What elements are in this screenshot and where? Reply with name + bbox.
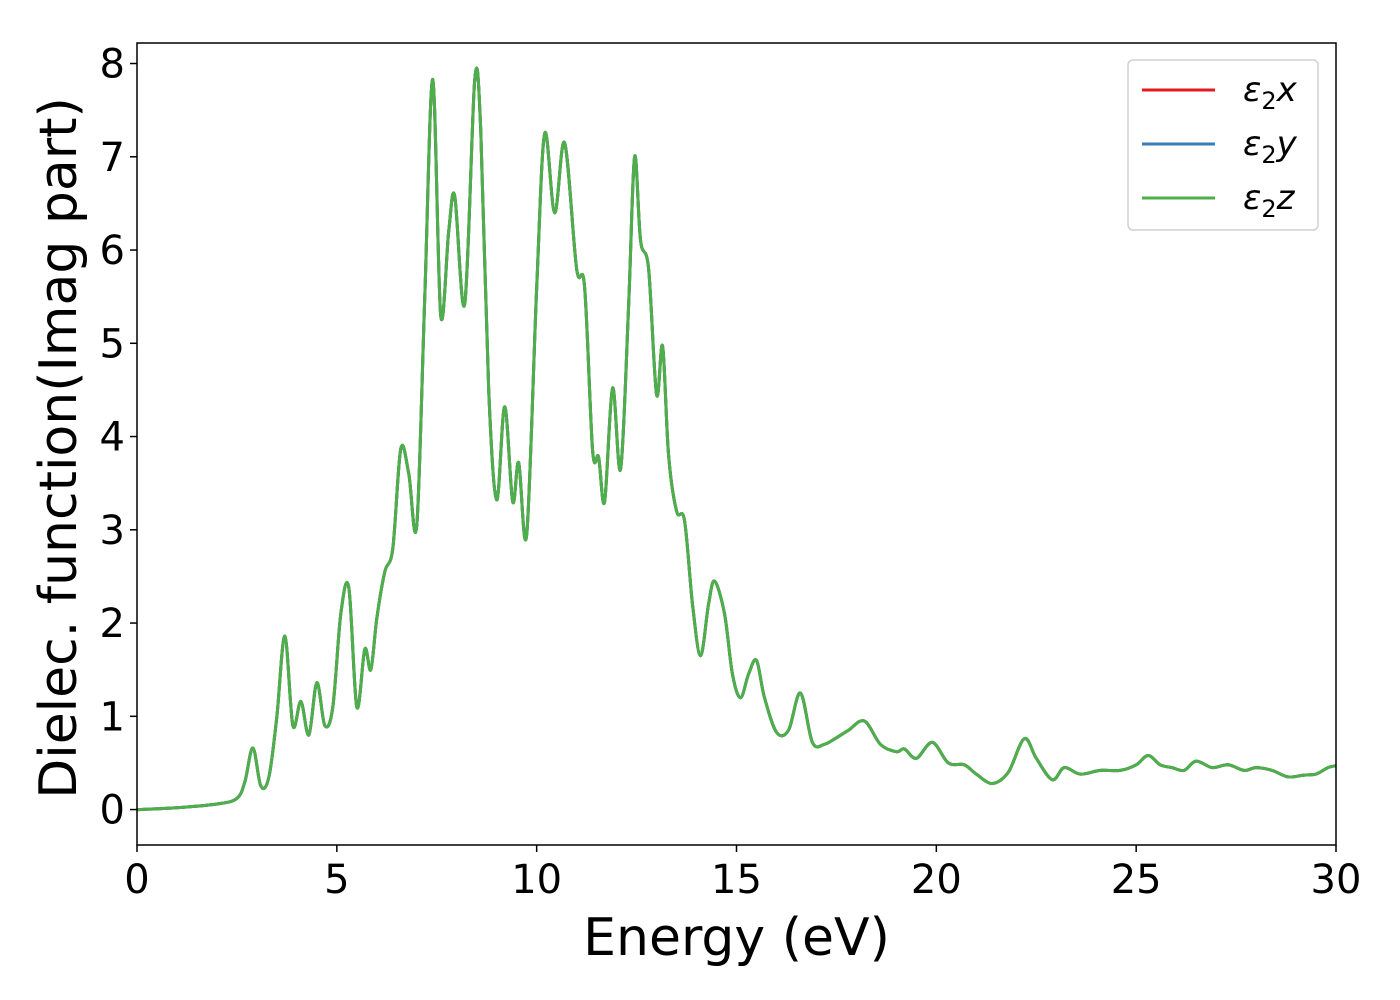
x-tick-label: 5 [324, 857, 349, 903]
y-tick-label: 2 [100, 601, 125, 647]
series-line-z [137, 66, 1336, 812]
y-tick-label: 8 [100, 42, 125, 88]
x-axis-ticks: 0 5 10 15 20 25 30 [124, 845, 1361, 903]
legend-label-x: ε2x [1243, 70, 1298, 115]
y-axis-label: Dielec. function(Imag part) [29, 97, 89, 799]
x-tick-label: 20 [911, 857, 962, 903]
legend-label-z: ε2z [1243, 178, 1296, 223]
plot-area [137, 66, 1336, 812]
legend-label-y: ε2y [1243, 124, 1298, 169]
legend-box [1127, 59, 1319, 231]
y-tick-label: 5 [100, 321, 125, 367]
x-tick-label: 25 [1111, 857, 1162, 903]
x-tick-label: 10 [511, 857, 562, 903]
y-tick-label: 6 [100, 228, 125, 274]
y-tick-label: 3 [100, 508, 125, 554]
x-axis-label: Energy (eV) [583, 908, 890, 968]
y-tick-label: 0 [100, 788, 125, 834]
y-tick-label: 4 [100, 415, 125, 461]
x-tick-label: 15 [711, 857, 762, 903]
x-tick-label: 0 [124, 857, 149, 903]
y-axis-ticks: 0 1 2 3 4 5 6 7 8 [100, 42, 137, 834]
y-tick-label: 1 [100, 694, 125, 740]
legend: ε2x ε2y ε2z [1127, 59, 1319, 231]
x-tick-label: 30 [1311, 857, 1362, 903]
y-tick-label: 7 [100, 135, 125, 181]
